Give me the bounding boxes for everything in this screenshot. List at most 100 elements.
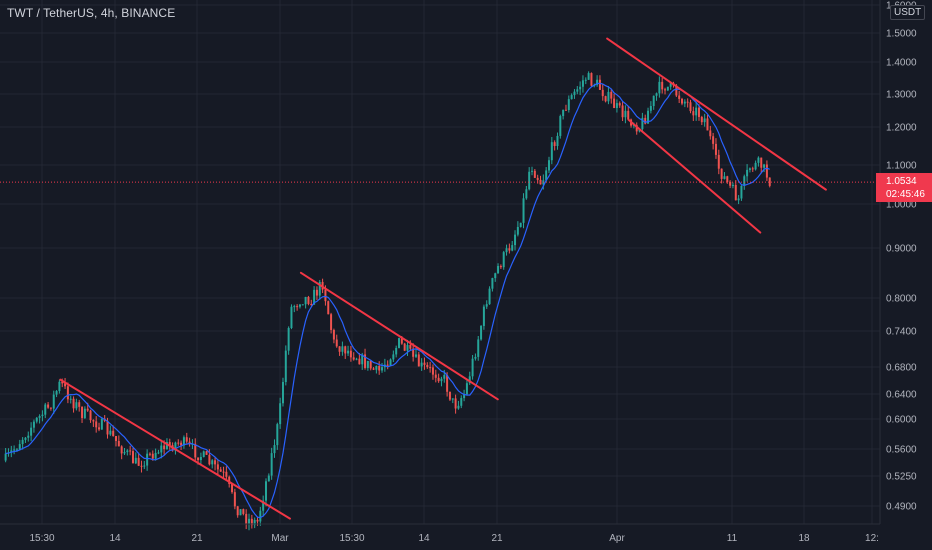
candle-body [474,356,477,359]
candle-body [395,347,398,355]
candle-body [214,460,217,465]
candle-body [751,168,754,170]
x-tick-label: Apr [609,533,625,544]
candle-body [64,383,67,387]
candle-body [398,338,401,348]
trendline[interactable] [606,37,827,191]
candle-body [429,367,432,369]
candle-body [222,471,225,473]
trendline[interactable] [628,119,762,234]
x-tick-label: 12: [865,533,879,544]
candle-body [658,81,661,94]
candle-body [372,368,375,370]
last-price-value: 1.0534 [886,176,917,187]
candle-body [598,79,601,90]
candle-body [174,442,177,451]
candle-body [491,278,494,289]
candle-body [644,117,647,124]
candle-body [140,465,143,467]
candle-body [502,252,505,268]
candle-body [205,451,208,455]
trendline[interactable] [59,378,291,520]
candle-body [406,344,409,351]
candle-body [505,248,508,253]
candle-body [287,328,290,351]
candle-body [310,303,313,305]
candle-body [423,362,426,365]
last-price-tag: 1.0534 02:45:46 [876,173,932,202]
candle-body [307,296,310,304]
candle-body [378,365,381,371]
candle-body [443,374,446,379]
candle-body [678,95,681,99]
candle-body [720,168,723,179]
candle-body [624,110,627,118]
candle-body [726,176,729,183]
candle-body [86,408,89,411]
currency-badge[interactable]: USDT [890,5,926,20]
candle-body [683,101,686,104]
candle-body [545,170,548,181]
x-tick-label: 11 [727,533,738,544]
candle-body [83,408,86,419]
candle-body [703,118,706,123]
candle-body [440,378,443,382]
candle-body [47,404,50,408]
candle-body [547,160,550,171]
symbol-title[interactable]: TWT / TetherUS, 4h, BINANCE [7,6,176,20]
candle-body [468,376,471,384]
candle-body [188,441,191,445]
candle-body [446,374,449,392]
candle-body [516,226,519,235]
candle-body [66,386,69,400]
ma-line [5,82,770,519]
candle-body [431,367,434,375]
candle-body [109,430,112,435]
candle-body [706,118,709,131]
candle-body [389,359,392,366]
candle-body [301,304,304,306]
candle-body [233,492,236,507]
trendline[interactable] [299,271,499,401]
candle-body [10,450,13,453]
candle-body [412,348,415,357]
candle-body [664,89,667,91]
candle-body [4,453,7,461]
candle-body [463,394,466,399]
candle-body [123,452,126,454]
candle-body [304,296,307,305]
candle-body [386,364,389,366]
candle-body [584,79,587,81]
candle-body [349,350,352,358]
y-tick-label: 0.6400 [886,390,917,401]
candle-body [635,125,638,132]
candle-body [579,86,582,90]
candle-body [525,189,528,199]
candle-body [154,452,157,459]
candle-body [344,346,347,354]
candle-body [746,169,749,177]
candle-body [522,198,525,223]
candle-body [248,518,251,525]
candle-body [236,506,239,516]
candle-body [44,404,47,415]
candle-body [641,117,644,130]
candle-body [194,443,197,458]
grid [0,0,880,524]
candle-body [318,281,321,296]
candle-body [32,421,35,428]
candle-body [627,110,630,120]
bar-countdown: 02:45:46 [886,189,925,200]
candle-body [338,346,341,352]
candle-body [358,358,361,365]
y-tick-label: 1.2000 [886,123,917,134]
candle-body [245,513,248,525]
candle-body [27,435,30,438]
candle-body [61,381,64,384]
candle-body [465,383,468,395]
candle-body [112,430,115,437]
y-tick-label: 0.9000 [886,244,917,255]
candle-body [564,109,567,111]
